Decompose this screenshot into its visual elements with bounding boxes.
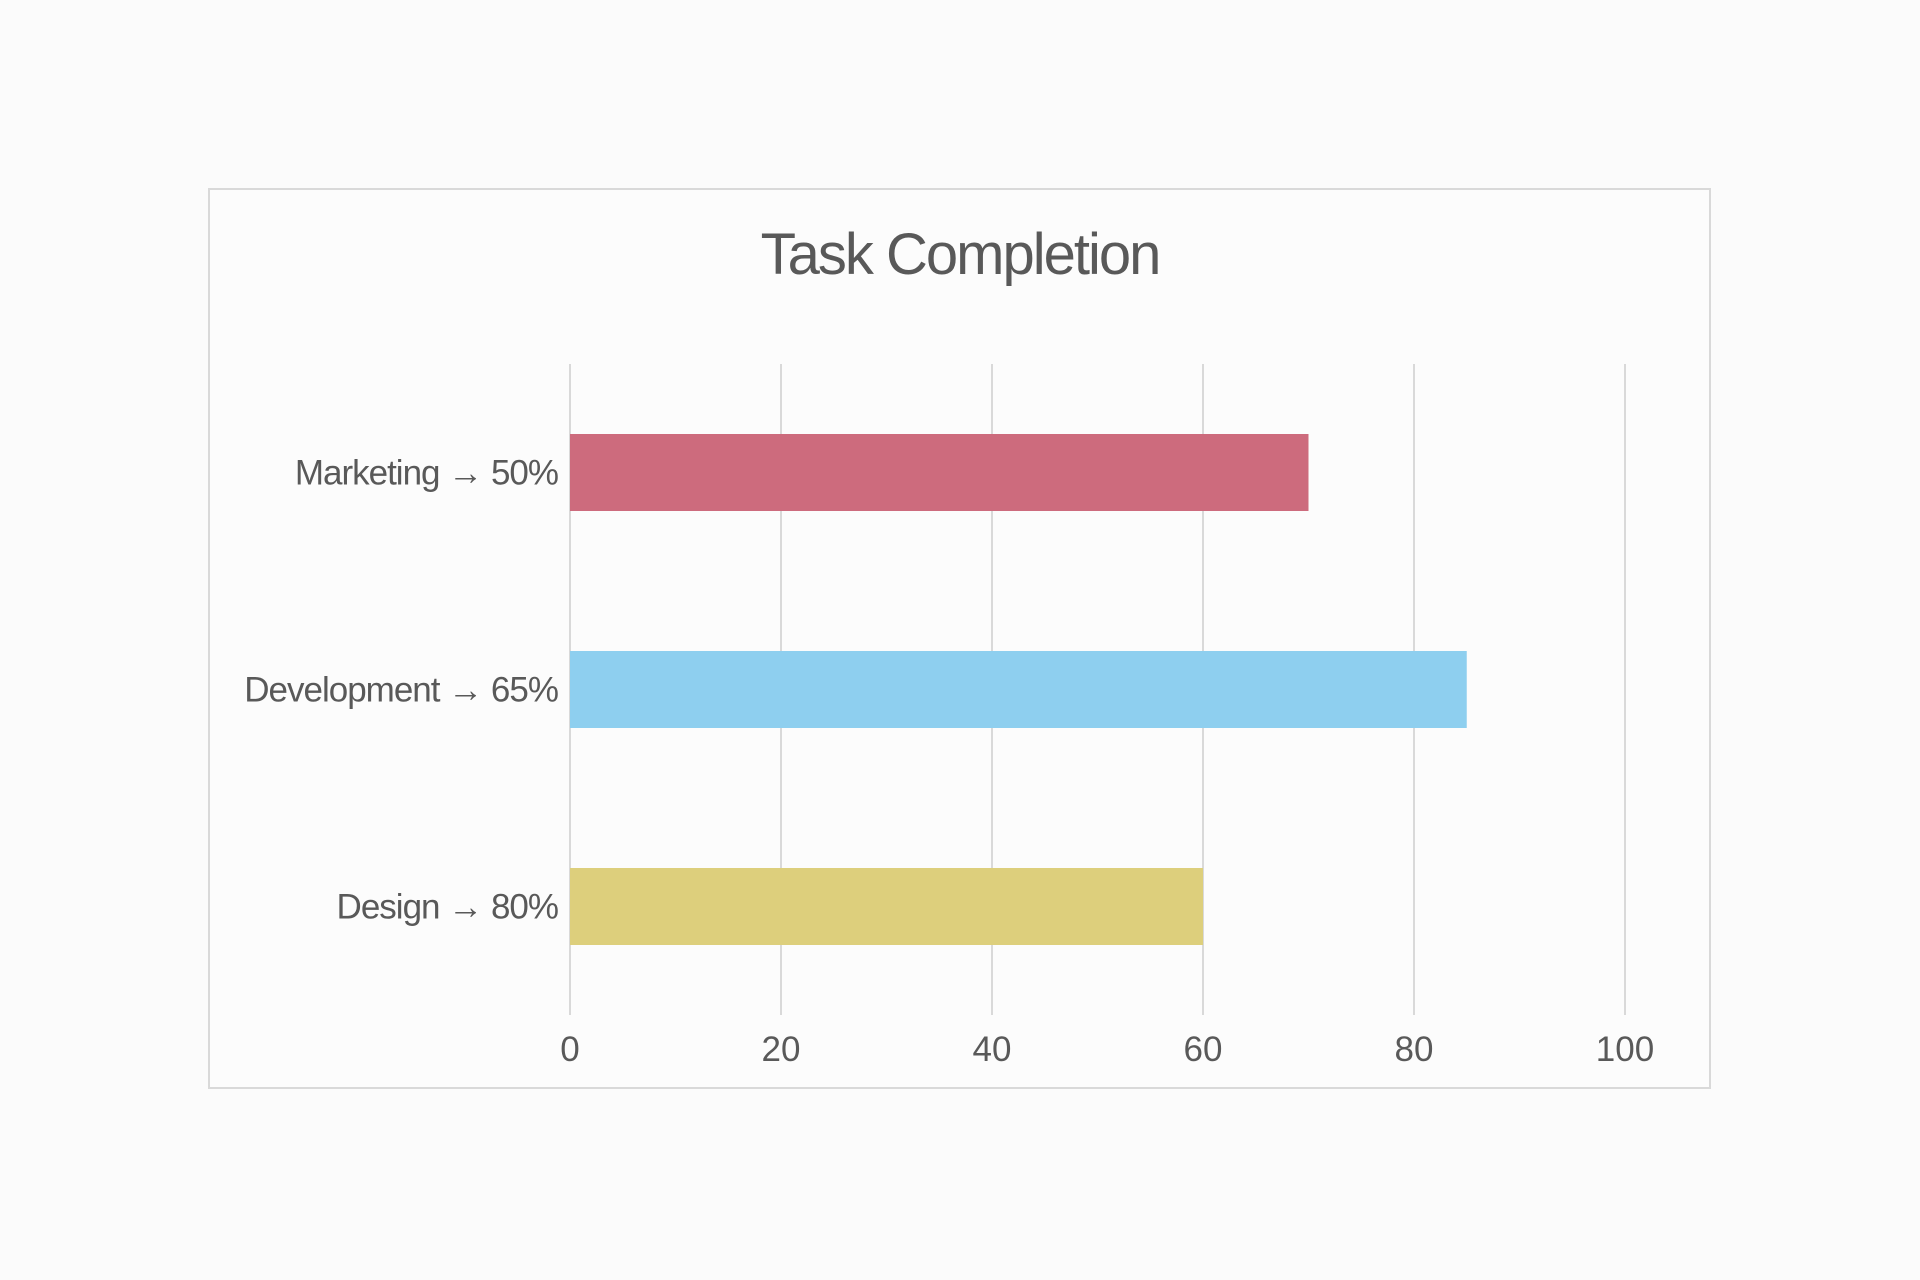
x-tick-label: 0 xyxy=(560,1030,579,1069)
x-tick-label: 60 xyxy=(1184,1030,1223,1069)
category-label: Marketing → 50% xyxy=(295,454,558,493)
bar xyxy=(570,434,1309,511)
chart-title: Task Completion xyxy=(761,222,1160,287)
category-labels: Marketing → 50% Development → 65% Design →… xyxy=(244,454,559,927)
x-tick-label: 20 xyxy=(762,1030,801,1069)
category-label: Development → 65% xyxy=(244,671,558,710)
bars xyxy=(570,434,1467,945)
x-tick-labels: 0 20 40 60 80 100 xyxy=(560,1030,1654,1069)
x-tick-label: 40 xyxy=(973,1030,1012,1069)
bar xyxy=(570,651,1467,728)
x-tick-label: 80 xyxy=(1395,1030,1434,1069)
bar xyxy=(570,868,1203,945)
category-label: Design → 80% xyxy=(337,888,558,927)
x-tick-label: 100 xyxy=(1596,1030,1654,1069)
